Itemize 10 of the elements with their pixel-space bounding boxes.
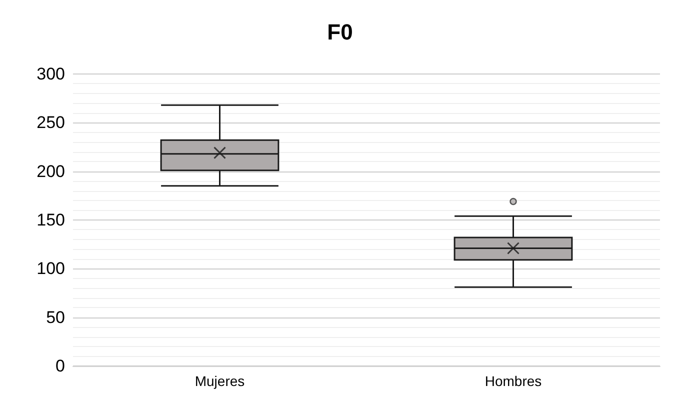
x-tick-label: Mujeres bbox=[194, 373, 245, 389]
y-tick-label: 50 bbox=[46, 308, 65, 327]
y-tick-label: 200 bbox=[36, 162, 65, 181]
chart-title: F0 bbox=[327, 20, 353, 44]
y-tick-label: 150 bbox=[36, 210, 65, 230]
y-tick-label: 0 bbox=[56, 356, 65, 376]
x-tick-label: Hombres bbox=[484, 373, 542, 389]
y-tick-label: 300 bbox=[36, 64, 65, 84]
y-tick-label: 250 bbox=[36, 113, 65, 132]
y-tick-label: 100 bbox=[36, 259, 65, 278]
